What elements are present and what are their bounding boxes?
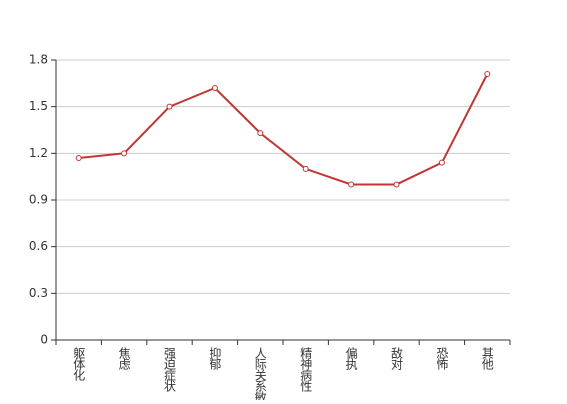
x-tick-label: 躯体化 xyxy=(72,346,86,382)
x-tick-label: 人际关系敏感 xyxy=(253,347,267,400)
x-tick-label: 精神病性 xyxy=(299,347,313,393)
point xyxy=(75,155,82,161)
y-tick-label: 0.3 xyxy=(29,286,48,300)
x-tick-label: 其他 xyxy=(480,347,494,370)
point xyxy=(121,150,128,157)
point xyxy=(166,103,173,110)
point xyxy=(348,181,355,188)
point xyxy=(302,165,309,172)
y-tick-label: 1.2 xyxy=(29,146,48,160)
x-tick-label: 恐怖 xyxy=(435,347,449,370)
point xyxy=(393,181,400,188)
y-tick-label: 1.8 xyxy=(29,53,48,67)
point xyxy=(211,85,218,91)
y-tick-label: 0.9 xyxy=(29,193,48,207)
x-tick-label: 偏执 xyxy=(344,346,358,371)
point xyxy=(257,130,264,137)
x-tick-label: 抑郁 xyxy=(208,346,222,371)
point xyxy=(438,159,445,166)
x-tick-label: 强迫症状 xyxy=(163,347,177,392)
line xyxy=(78,73,489,186)
x-tick-label: 敌对 xyxy=(390,346,404,370)
y-tick-label: 0 xyxy=(40,333,48,347)
x-tick-label: 焦虑 xyxy=(117,347,131,370)
y-tick-label: 1.5 xyxy=(29,99,48,113)
y-tick-label: 0.6 xyxy=(29,239,48,253)
point xyxy=(484,71,491,77)
